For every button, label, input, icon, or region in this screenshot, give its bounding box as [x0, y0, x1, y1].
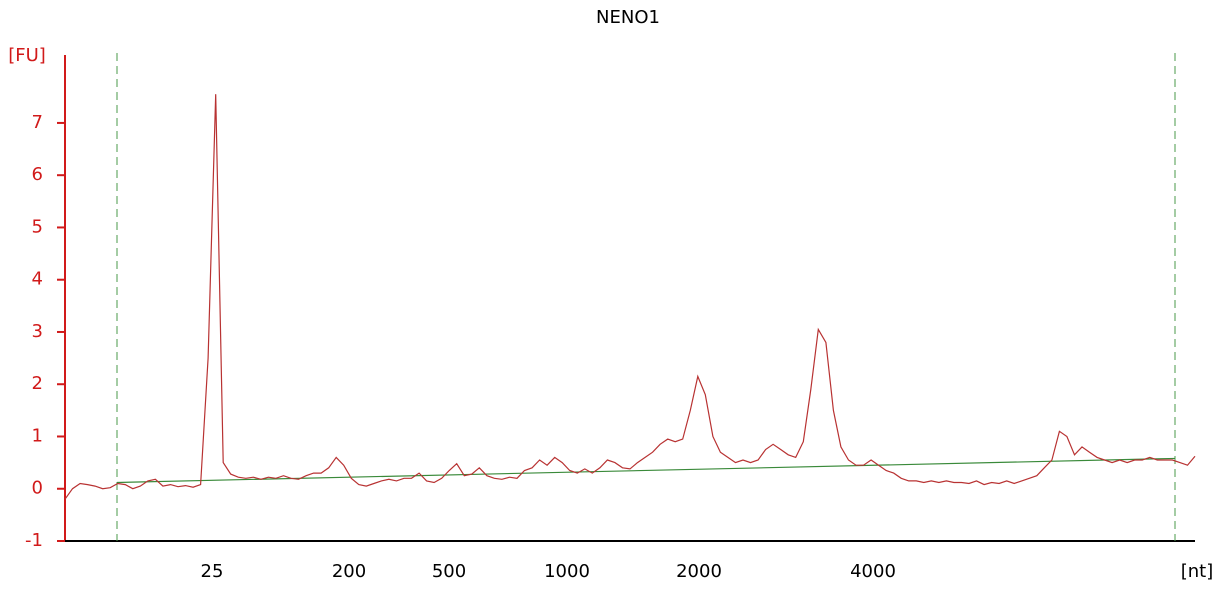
y-tick-label: 6	[32, 164, 43, 185]
y-tick-label: 4	[32, 269, 43, 290]
y-tick-label: 0	[32, 478, 43, 499]
y-tick-label: -1	[25, 530, 43, 551]
chart-title: NENO1	[596, 7, 660, 28]
x-tick-label: 500	[432, 561, 466, 582]
y-tick-label: 1	[32, 425, 43, 446]
y-tick-label: 2	[32, 373, 43, 394]
x-tick-label: 25	[201, 561, 224, 582]
x-tick-label: 200	[332, 561, 366, 582]
y-tick-label: 5	[32, 216, 43, 237]
x-tick-label: 2000	[676, 561, 722, 582]
trace-line	[64, 94, 1196, 500]
y-tick-label: 7	[32, 112, 43, 133]
x-axis-label: [nt]	[1181, 561, 1214, 582]
x-tick-label: 1000	[544, 561, 590, 582]
x-tick-label: 4000	[850, 561, 896, 582]
y-axis-label: [FU]	[8, 45, 46, 66]
y-tick-label: 3	[32, 321, 43, 342]
